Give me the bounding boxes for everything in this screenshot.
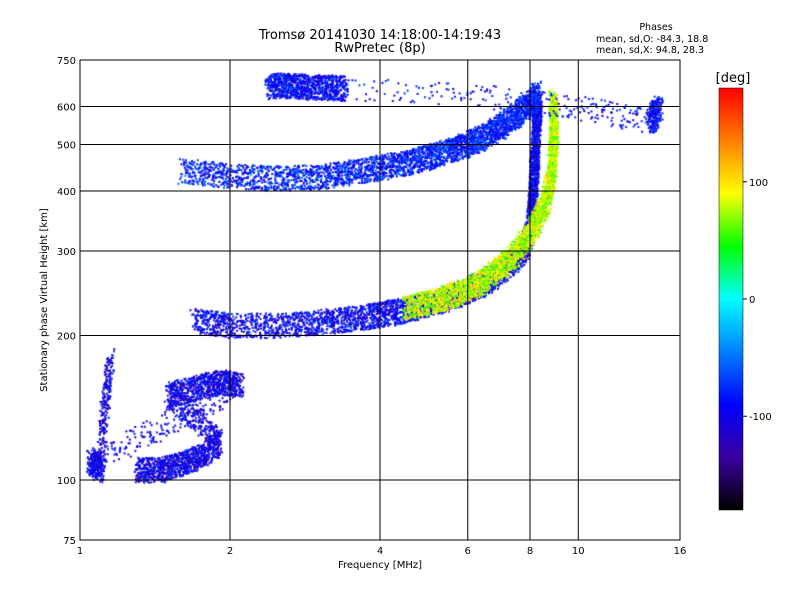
y-tick-label: 100 <box>57 476 76 487</box>
colorbar <box>718 87 744 511</box>
y-tick-label: 400 <box>57 187 76 198</box>
y-tick-label: 200 <box>57 332 76 343</box>
colorbar-label: [deg] <box>716 71 751 86</box>
y-axis-label: Stationary phase Virtual Height [km] <box>39 208 50 392</box>
x-tick-label: 8 <box>527 546 533 557</box>
x-tick-label: 10 <box>572 546 585 557</box>
y-tick-label: 300 <box>57 247 76 258</box>
colorbar-tick-label: 100 <box>749 178 768 189</box>
y-tick-label: 500 <box>57 141 76 152</box>
colorbar-tick-label: -100 <box>749 412 772 423</box>
x-axis-label: Frequency [MHz] <box>338 560 422 571</box>
phase-info-x: mean, sd,X: 94.8, 28.3 <box>596 45 705 56</box>
y-tick-label: 75 <box>63 536 76 547</box>
y-tick-label: 750 <box>57 56 76 67</box>
x-tick-label: 16 <box>674 546 687 557</box>
chart-title: Tromsø 20141030 14:18:00-14:19:43 <box>258 28 502 43</box>
y-tick-label: 600 <box>57 103 76 114</box>
phase-info-o: mean, sd,O: -84.3, 18.8 <box>596 34 709 45</box>
x-tick-label: 6 <box>465 546 471 557</box>
x-tick-label: 1 <box>77 546 83 557</box>
phase-info-title: Phases <box>639 22 673 33</box>
colorbar-tick-label: 0 <box>749 295 755 306</box>
x-tick-label: 2 <box>227 546 233 557</box>
x-tick-label: 4 <box>377 546 383 557</box>
chart-subtitle: RwPretec (8p) <box>334 41 426 56</box>
